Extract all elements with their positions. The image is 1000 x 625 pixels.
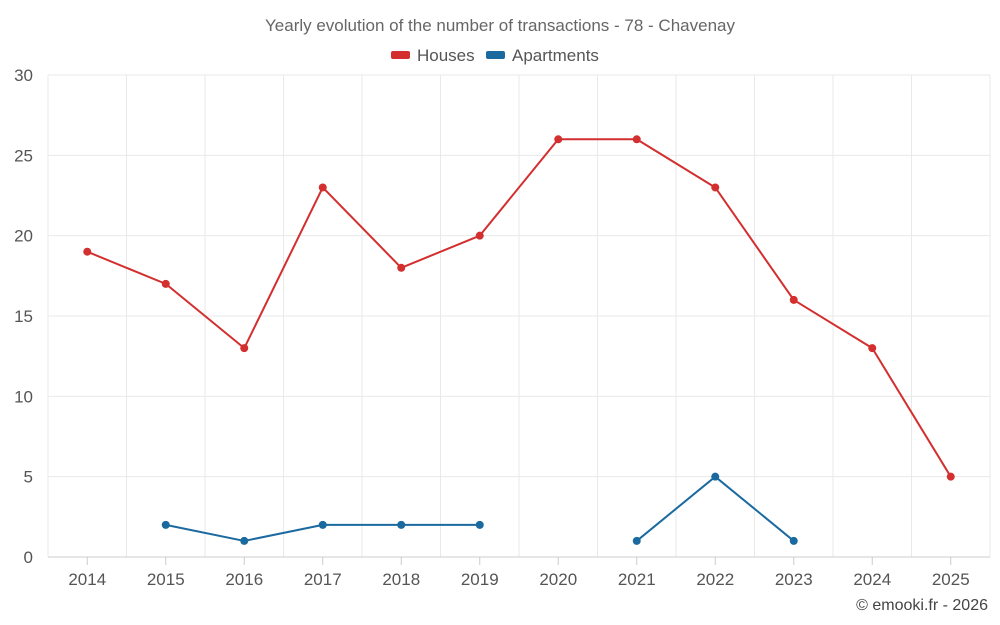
y-tick-label: 10 bbox=[14, 387, 33, 406]
data-point-houses[interactable] bbox=[868, 344, 877, 353]
chart-title: Yearly evolution of the number of transa… bbox=[265, 16, 735, 35]
credit-text: © emooki.fr - 2026 bbox=[856, 597, 988, 614]
data-point-houses[interactable] bbox=[711, 183, 720, 192]
x-tick-label: 2015 bbox=[147, 570, 185, 589]
x-tick-label: 2020 bbox=[539, 570, 577, 589]
y-tick-label: 30 bbox=[14, 66, 33, 85]
x-tick-label: 2023 bbox=[775, 570, 813, 589]
series-apartments bbox=[161, 472, 798, 545]
data-point-houses[interactable] bbox=[475, 231, 484, 240]
y-tick-label: 25 bbox=[14, 146, 33, 165]
y-tick-label: 0 bbox=[24, 548, 33, 567]
x-tick-label: 2019 bbox=[461, 570, 499, 589]
y-tick-label: 5 bbox=[24, 468, 33, 487]
axes bbox=[48, 556, 990, 565]
x-axis-ticks: 2014 2015 2016 2017 2018 2019 2020 2021 2022 2023… bbox=[68, 570, 969, 589]
x-tick-label: 2024 bbox=[853, 570, 891, 589]
data-point-houses[interactable] bbox=[397, 263, 406, 272]
data-point-apartments[interactable] bbox=[240, 536, 249, 545]
data-point-apartments[interactable] bbox=[711, 472, 720, 481]
data-point-apartments[interactable] bbox=[632, 536, 641, 545]
y-tick-label: 15 bbox=[14, 307, 33, 326]
x-tick-label: 2022 bbox=[696, 570, 734, 589]
data-point-houses[interactable] bbox=[83, 247, 92, 256]
legend: Houses Apartments bbox=[391, 46, 599, 65]
data-point-houses[interactable] bbox=[554, 135, 563, 144]
legend-label-houses: Houses bbox=[417, 46, 475, 65]
data-point-houses[interactable] bbox=[161, 279, 170, 288]
data-point-houses[interactable] bbox=[318, 183, 327, 192]
y-axis-ticks: 0 5 10 15 20 25 30 bbox=[14, 66, 33, 567]
legend-label-apartments: Apartments bbox=[512, 46, 599, 65]
legend-swatch-apartments bbox=[486, 51, 505, 59]
legend-item-apartments[interactable]: Apartments bbox=[486, 46, 599, 65]
data-point-apartments[interactable] bbox=[475, 520, 484, 529]
series bbox=[83, 135, 955, 545]
data-point-houses[interactable] bbox=[632, 135, 641, 144]
x-tick-label: 2017 bbox=[304, 570, 342, 589]
x-tick-label: 2021 bbox=[618, 570, 656, 589]
legend-item-houses[interactable]: Houses bbox=[391, 46, 475, 65]
x-tick-label: 2016 bbox=[225, 570, 263, 589]
data-point-apartments[interactable] bbox=[318, 520, 327, 529]
data-point-houses[interactable] bbox=[789, 295, 798, 304]
x-tick-label: 2025 bbox=[932, 570, 970, 589]
x-tick-label: 2018 bbox=[382, 570, 420, 589]
data-point-apartments[interactable] bbox=[789, 536, 798, 545]
data-point-apartments[interactable] bbox=[161, 520, 170, 529]
series-line-apartments bbox=[636, 475, 795, 542]
data-point-houses[interactable] bbox=[240, 344, 249, 353]
series-line-houses bbox=[86, 138, 952, 478]
gridlines bbox=[47, 74, 991, 557]
series-houses bbox=[83, 135, 955, 481]
legend-swatch-houses bbox=[391, 51, 410, 59]
x-tick-label: 2014 bbox=[68, 570, 106, 589]
y-tick-label: 20 bbox=[14, 227, 33, 246]
data-point-houses[interactable] bbox=[946, 472, 955, 481]
data-point-apartments[interactable] bbox=[397, 520, 406, 529]
